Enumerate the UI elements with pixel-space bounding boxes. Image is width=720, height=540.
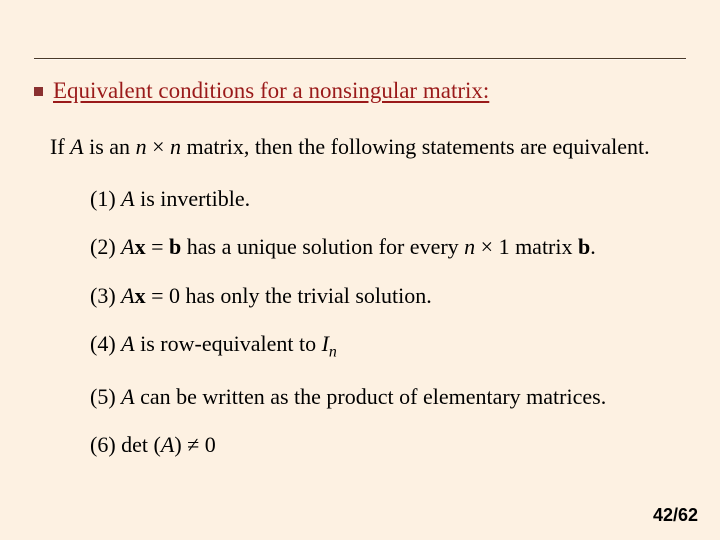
item-rest: is invertible.: [135, 186, 250, 211]
conditions-list: (1) A is invertible. (2) Ax = b has a un…: [90, 186, 686, 458]
var-b2: b: [578, 234, 590, 259]
item-rest: can be written as the product of element…: [135, 384, 607, 409]
var-A: A: [121, 283, 134, 308]
var-n: n: [464, 234, 475, 259]
item-times: × 1 matrix: [475, 234, 578, 259]
item-num: (3): [90, 283, 121, 308]
intro-A: A: [70, 134, 83, 159]
item-num: (6) det (: [90, 432, 161, 457]
item-zero: 0: [199, 432, 216, 457]
list-item: (5) A can be written as the product of e…: [90, 384, 686, 410]
intro-times: ×: [147, 134, 170, 159]
intro-pre: If: [50, 134, 70, 159]
item-mid: ): [174, 432, 187, 457]
horizontal-rule: [34, 58, 686, 59]
square-bullet-icon: [34, 87, 43, 96]
intro-text: If A is an n × n matrix, then the follow…: [50, 134, 686, 160]
heading-row: Equivalent conditions for a nonsingular …: [34, 78, 686, 104]
item-num: (1): [90, 186, 121, 211]
intro-n2: n: [170, 134, 181, 159]
list-item: (1) A is invertible.: [90, 186, 686, 212]
item-num: (4): [90, 331, 121, 356]
item-mid: is row-equivalent to: [135, 331, 322, 356]
intro-n1: n: [136, 134, 147, 159]
var-A: A: [121, 234, 134, 259]
var-x: x: [135, 234, 146, 259]
list-item: (3) Ax = 0 has only the trivial solution…: [90, 283, 686, 309]
neq-symbol: ≠: [187, 432, 199, 457]
slide: Equivalent conditions for a nonsingular …: [0, 0, 720, 540]
intro-mid2: matrix, then the following statements ar…: [181, 134, 650, 159]
eq: =: [146, 234, 169, 259]
intro-mid1: is an: [84, 134, 136, 159]
var-A: A: [121, 186, 134, 211]
item-num: (5): [90, 384, 121, 409]
var-A: A: [121, 384, 134, 409]
item-mid: has a unique solution for every: [181, 234, 464, 259]
var-A: A: [161, 432, 174, 457]
subscript-n: n: [329, 344, 337, 361]
page-number: 42/62: [653, 505, 698, 526]
item-rest: = 0 has only the trivial solution.: [146, 283, 432, 308]
var-A: A: [121, 331, 134, 356]
list-item: (4) A is row-equivalent to In: [90, 331, 686, 361]
var-I: I: [322, 331, 329, 356]
var-x: x: [135, 283, 146, 308]
list-item: (6) det (A) ≠ 0: [90, 432, 686, 458]
slide-heading: Equivalent conditions for a nonsingular …: [53, 78, 489, 104]
item-num: (2): [90, 234, 121, 259]
item-dot: .: [590, 234, 596, 259]
list-item: (2) Ax = b has a unique solution for eve…: [90, 234, 686, 260]
var-b: b: [169, 234, 181, 259]
